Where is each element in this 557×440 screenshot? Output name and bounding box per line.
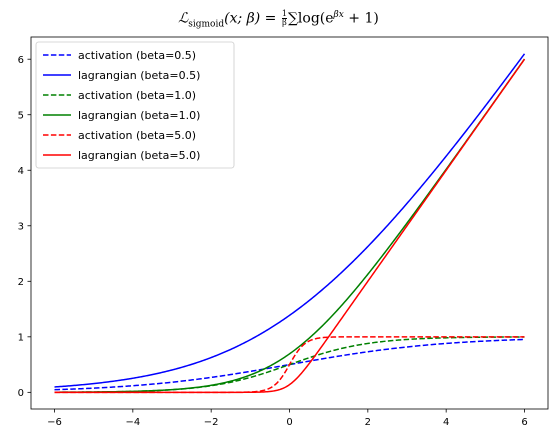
y-tick-label: 4 — [18, 166, 24, 177]
x-tick-label: −6 — [47, 417, 62, 428]
legend-label: lagrangian (beta=0.5) — [78, 69, 200, 82]
y-tick-label: 3 — [18, 221, 24, 232]
legend-label: lagrangian (beta=1.0) — [78, 109, 200, 122]
chart-title: ℒsigmoid(x; β) = 1 β ∑log(eβx + 1) — [178, 9, 379, 30]
legend: activation (beta=0.5) lagrangian (beta=0.… — [35, 41, 235, 169]
y-axis-ticks: 0 1 2 3 4 5 6 — [18, 55, 31, 399]
legend-label: activation (beta=0.5) — [78, 49, 196, 62]
x-tick-label: 0 — [286, 417, 292, 428]
legend-label: activation (beta=1.0) — [78, 89, 196, 102]
y-tick-label: 6 — [18, 55, 24, 66]
x-tick-label: 4 — [443, 417, 449, 428]
x-tick-label: 6 — [521, 417, 527, 428]
y-tick-label: 1 — [18, 332, 24, 343]
series-line-4 — [54, 336, 525, 394]
x-axis-ticks: −6 −4 −2 0 2 4 6 — [47, 409, 528, 428]
x-tick-label: −4 — [125, 417, 140, 428]
legend-box — [35, 41, 235, 169]
y-tick-label: 5 — [18, 110, 24, 121]
x-tick-label: −2 — [204, 417, 219, 428]
series-layer — [54, 53, 526, 394]
legend-label: activation (beta=5.0) — [78, 129, 196, 142]
x-tick-label: 2 — [365, 417, 371, 428]
legend-label: lagrangian (beta=5.0) — [78, 149, 200, 162]
y-tick-label: 0 — [18, 388, 24, 399]
series-line-5 — [54, 58, 526, 394]
y-tick-label: 2 — [18, 277, 24, 288]
series-line-1 — [54, 53, 526, 388]
